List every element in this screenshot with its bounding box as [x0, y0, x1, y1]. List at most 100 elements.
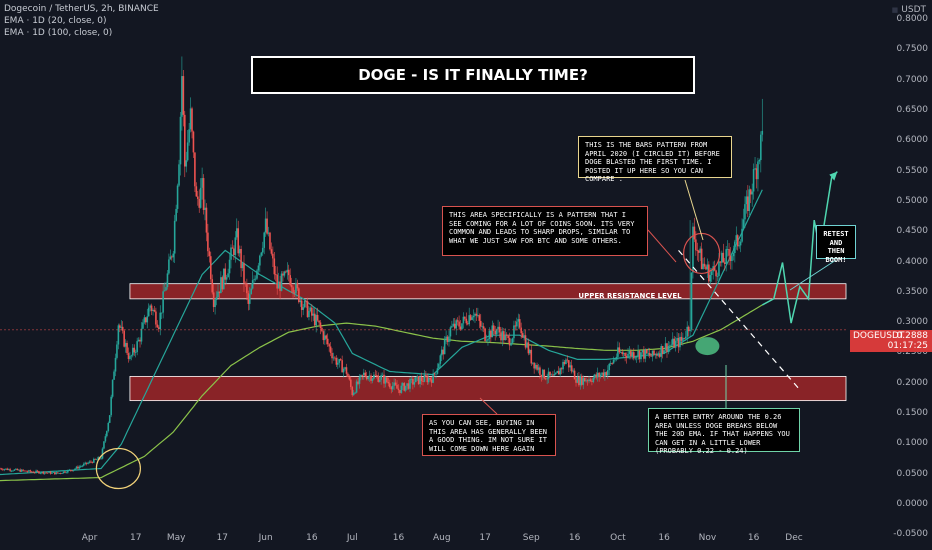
x-tick-label: May — [166, 533, 186, 543]
candle-body — [669, 345, 671, 347]
candle-body — [650, 355, 652, 357]
candle-body — [715, 270, 717, 277]
candle-body — [10, 470, 13, 472]
candle-body — [28, 470, 30, 472]
candle-body — [514, 325, 517, 327]
candle-body — [706, 264, 709, 270]
candle-body — [285, 271, 287, 273]
candle-body — [725, 249, 727, 264]
candle-body — [176, 185, 179, 209]
candle-body — [586, 380, 589, 382]
candle-body — [422, 381, 424, 382]
candle-body — [581, 375, 583, 385]
candle-body — [88, 461, 91, 463]
candle-body — [276, 274, 278, 289]
candle-body — [578, 377, 580, 386]
candle-body — [38, 471, 40, 474]
candle-body — [110, 396, 112, 416]
candle-body — [361, 374, 364, 376]
candle-body — [199, 187, 202, 208]
candle-body — [220, 277, 222, 294]
candle-body — [474, 313, 476, 316]
candle-body — [383, 374, 385, 384]
candle-body — [575, 379, 577, 383]
candle-body — [751, 191, 753, 195]
candle-body — [582, 378, 585, 385]
y-tick-label: -0.0500 — [893, 529, 928, 540]
candle-body — [311, 307, 313, 316]
candle-body — [221, 277, 224, 290]
candle-body — [478, 315, 481, 321]
candle-body — [427, 377, 430, 383]
april-pattern-circle — [95, 447, 141, 490]
candle-body — [513, 325, 515, 339]
candle-body — [290, 285, 293, 288]
candle-body — [75, 466, 78, 469]
candle-body — [300, 300, 303, 310]
candle-body — [709, 275, 712, 282]
candle-body — [298, 288, 300, 303]
candle-body — [149, 305, 151, 308]
candle-body — [739, 241, 742, 246]
candle-body — [272, 253, 274, 259]
candle-body — [279, 281, 281, 291]
candle-body — [634, 357, 637, 359]
candle-body — [114, 357, 117, 372]
candle-body — [469, 315, 472, 320]
candle-body — [191, 108, 193, 132]
candle-body — [540, 374, 543, 378]
candle-body — [653, 350, 655, 355]
candle-body — [520, 327, 522, 334]
candle-body — [0, 468, 1, 470]
candle-body — [718, 261, 720, 276]
candle-body — [381, 374, 384, 376]
candle-body — [22, 469, 24, 471]
candle-body — [81, 465, 84, 467]
candle-body — [393, 382, 395, 386]
y-tick-label: 0.8000 — [896, 14, 929, 25]
candle-body — [218, 291, 221, 294]
zone-0 — [129, 283, 847, 300]
candle-body — [41, 471, 43, 473]
candle-body — [84, 462, 86, 464]
candle-body — [394, 382, 397, 385]
candle-body — [670, 344, 673, 346]
candle-body — [451, 326, 453, 328]
candle-body — [253, 279, 255, 281]
candle-body — [583, 378, 586, 382]
candle-body — [599, 374, 602, 377]
candle-body — [453, 323, 456, 329]
candle-body — [313, 313, 316, 326]
candle-body — [492, 325, 495, 331]
currency-label[interactable]: USDT — [892, 5, 926, 15]
candle-body — [231, 247, 234, 249]
candle-body — [269, 232, 271, 250]
candle-body — [280, 273, 283, 291]
candles-layer — [0, 56, 764, 475]
candle-body — [224, 268, 227, 280]
note-connector-yellow — [684, 179, 704, 241]
candle-body — [195, 186, 198, 197]
candle-body — [133, 347, 136, 353]
candle-body — [153, 309, 156, 312]
candle-body — [462, 316, 465, 324]
candle-body — [757, 161, 759, 180]
candle-body — [614, 359, 616, 361]
candle-body — [237, 228, 240, 254]
candle-body — [440, 349, 443, 356]
candle-body — [127, 353, 130, 359]
candle-body — [328, 344, 330, 347]
candle-body — [521, 333, 524, 338]
candle-body — [744, 204, 746, 220]
candle-body — [741, 228, 743, 242]
candle-body — [625, 356, 628, 359]
candle-body — [67, 470, 69, 473]
candle-body — [760, 134, 762, 160]
candle-body — [689, 329, 691, 332]
candle-body — [137, 339, 140, 342]
zone-1 — [129, 375, 847, 402]
candle-body — [695, 239, 697, 251]
candle-body — [390, 387, 393, 390]
candle-body — [430, 379, 433, 383]
